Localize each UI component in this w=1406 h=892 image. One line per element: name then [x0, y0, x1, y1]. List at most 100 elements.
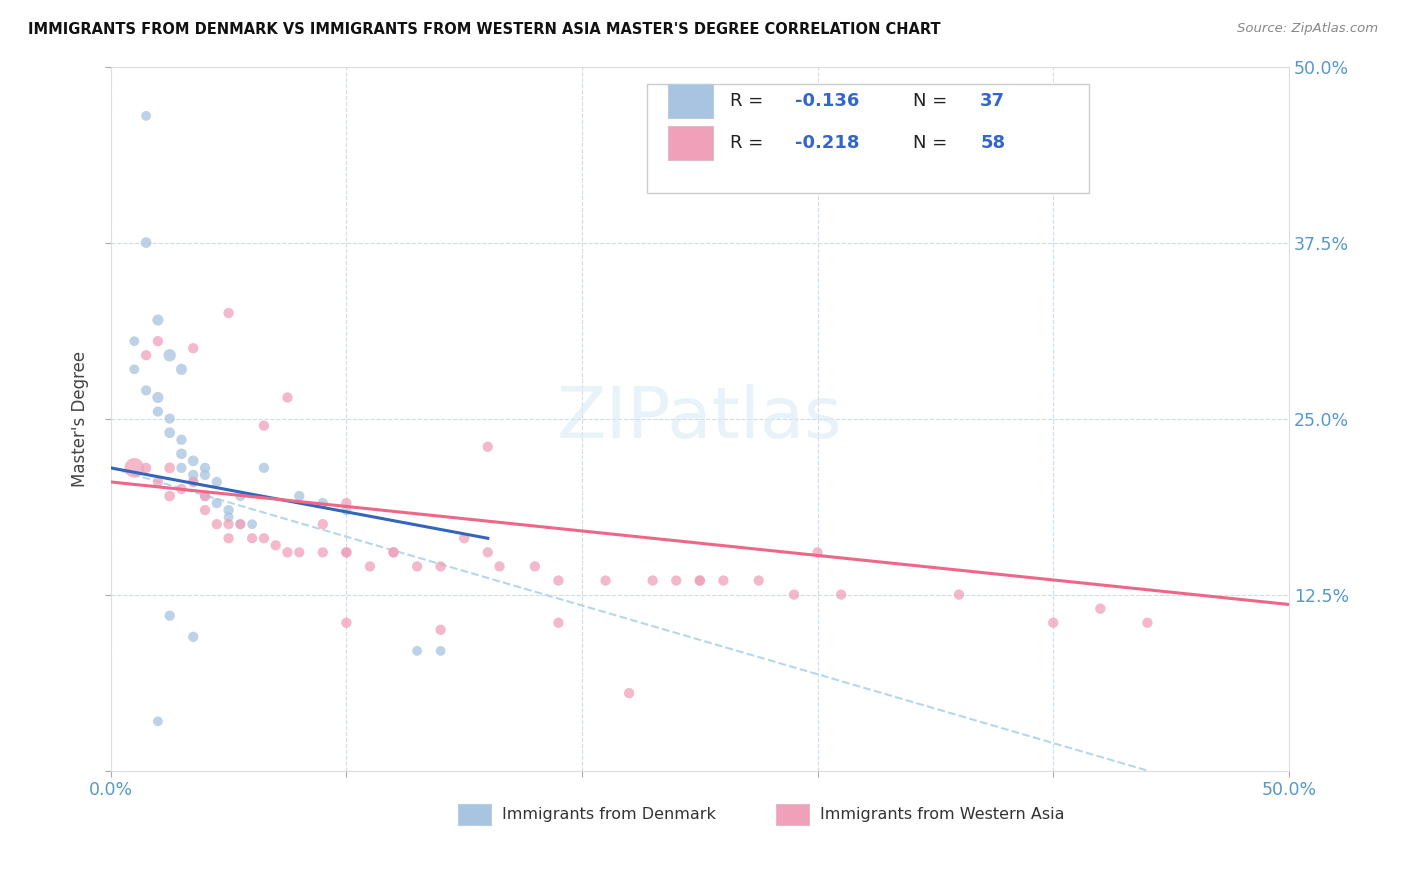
Text: 37: 37 [980, 92, 1005, 110]
Point [194, 467, 217, 482]
Point [288, 545, 311, 559]
Point [170, 362, 193, 376]
Point [830, 588, 852, 602]
Point [135, 461, 157, 475]
Point [170, 433, 193, 447]
Point [135, 109, 157, 123]
Point [170, 461, 193, 475]
Point [229, 517, 252, 532]
Point [429, 559, 451, 574]
Point [159, 461, 181, 475]
Point [617, 686, 640, 700]
Point [159, 411, 181, 425]
Point [948, 588, 970, 602]
Point [218, 531, 240, 545]
Point [159, 489, 181, 503]
Point [276, 545, 298, 559]
Point [382, 545, 405, 559]
Y-axis label: Master's Degree: Master's Degree [72, 351, 89, 487]
Text: Immigrants from Denmark: Immigrants from Denmark [502, 807, 716, 822]
Point [146, 404, 169, 418]
Point [146, 714, 169, 729]
Point [146, 391, 169, 405]
Point [146, 313, 169, 327]
Point [359, 559, 381, 574]
Point [748, 574, 770, 588]
Point [194, 503, 217, 517]
Point [181, 475, 204, 489]
Point [665, 574, 688, 588]
FancyBboxPatch shape [776, 804, 810, 825]
Point [689, 574, 711, 588]
Point [253, 531, 276, 545]
Point [689, 574, 711, 588]
Point [276, 391, 298, 405]
Point [312, 517, 335, 532]
Point [218, 503, 240, 517]
Point [194, 489, 217, 503]
Text: -0.218: -0.218 [796, 135, 859, 153]
Point [218, 510, 240, 524]
Point [218, 306, 240, 320]
FancyBboxPatch shape [647, 84, 1088, 194]
Point [547, 574, 569, 588]
Point [181, 454, 204, 468]
Point [406, 559, 429, 574]
Point [477, 440, 499, 454]
Point [335, 615, 357, 630]
Point [240, 517, 263, 532]
Point [124, 362, 146, 376]
Point [711, 574, 734, 588]
Point [382, 545, 405, 559]
Text: N =: N = [912, 92, 953, 110]
Point [170, 482, 193, 496]
Point [159, 608, 181, 623]
Point [253, 418, 276, 433]
Point [135, 384, 157, 398]
FancyBboxPatch shape [458, 804, 491, 825]
FancyBboxPatch shape [668, 127, 713, 161]
Point [312, 496, 335, 510]
Point [159, 425, 181, 440]
FancyBboxPatch shape [668, 84, 713, 118]
Point [1090, 601, 1112, 615]
Point [218, 517, 240, 532]
Point [1136, 615, 1159, 630]
Point [595, 574, 617, 588]
Point [194, 461, 217, 475]
Point [335, 496, 357, 510]
Point [335, 545, 357, 559]
Point [146, 475, 169, 489]
Point [181, 467, 204, 482]
Text: N =: N = [912, 135, 953, 153]
Point [783, 588, 806, 602]
Point [406, 644, 429, 658]
Point [429, 644, 451, 658]
Text: -0.136: -0.136 [796, 92, 859, 110]
Point [181, 341, 204, 355]
Point [146, 334, 169, 348]
Point [641, 574, 664, 588]
Text: 58: 58 [980, 135, 1005, 153]
Point [159, 348, 181, 362]
Text: Source: ZipAtlas.com: Source: ZipAtlas.com [1237, 22, 1378, 36]
Point [312, 545, 335, 559]
Point [335, 503, 357, 517]
Point [523, 559, 546, 574]
Point [205, 496, 228, 510]
Text: Immigrants from Western Asia: Immigrants from Western Asia [820, 807, 1064, 822]
Text: ZIPatlas: ZIPatlas [557, 384, 842, 453]
Point [453, 531, 475, 545]
Point [429, 623, 451, 637]
Point [170, 447, 193, 461]
Text: R =: R = [731, 135, 769, 153]
Point [807, 545, 830, 559]
Text: IMMIGRANTS FROM DENMARK VS IMMIGRANTS FROM WESTERN ASIA MASTER'S DEGREE CORRELAT: IMMIGRANTS FROM DENMARK VS IMMIGRANTS FR… [28, 22, 941, 37]
Point [135, 348, 157, 362]
Point [181, 475, 204, 489]
Point [264, 538, 287, 552]
Point [240, 531, 263, 545]
Point [124, 334, 146, 348]
Point [288, 489, 311, 503]
Point [229, 517, 252, 532]
